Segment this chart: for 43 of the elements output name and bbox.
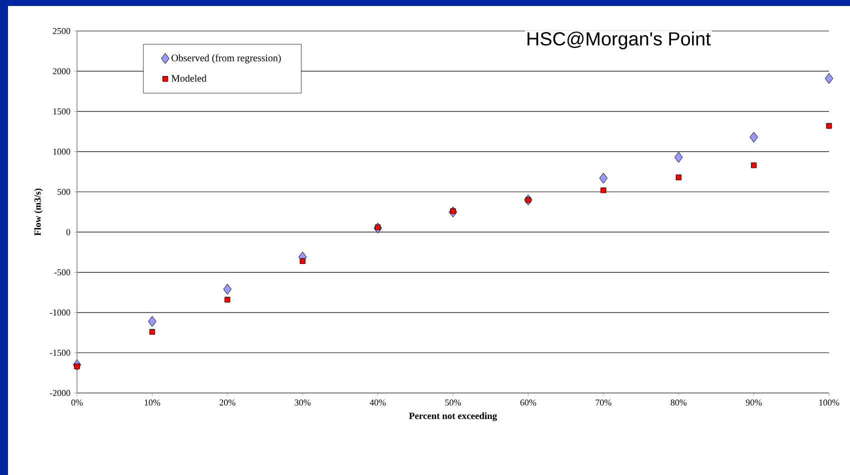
x-tick-label: 60% [520,400,536,406]
legend-label: Modeled [171,74,206,82]
point [824,73,834,84]
x-tick-label: 40% [370,400,386,406]
y-tick-label: 1500 [53,108,70,114]
point [148,316,156,327]
x-tick-label: 80% [670,400,687,406]
y-tick-label: 500 [58,188,70,195]
y-axis-title: Flow (m3/s) [34,188,43,236]
point [676,174,682,180]
legend-label: Observed (from regression) [172,54,281,64]
y-tick-label: 2500 [52,28,70,34]
x-tick-label: 70% [596,400,612,406]
y-tick-label: -1500 [50,350,70,356]
y-tick-label: -1000 [50,310,70,316]
x-tick-label: 20% [220,400,236,406]
point [223,284,232,295]
point [826,123,832,129]
point [750,132,758,143]
y-tick-label: -500 [54,269,70,276]
point [525,197,532,203]
x-tick-label: 30% [294,400,311,406]
x-tick-label: 10% [144,400,160,406]
y-tick-label: -2000 [50,390,70,396]
point [599,172,608,184]
point [224,296,230,303]
point [750,162,757,168]
point [74,364,80,370]
x-axis-title: Percent not exceeding [409,412,497,422]
chart-title: HSC@Morgan's Point [528,32,711,50]
point [300,258,306,264]
y-tick-label: 2000 [52,68,70,74]
point [674,152,683,163]
point [450,208,456,214]
x-tick-label: 0% [71,400,83,406]
x-tick-label: 50% [445,400,461,406]
y-tick-label: 1000 [53,148,70,155]
point [600,187,606,194]
x-tick-label: 100% [819,400,840,406]
y-tick-label: 0 [66,229,70,236]
point [149,329,156,335]
x-tick-label: 90% [746,400,762,406]
point [374,224,381,230]
